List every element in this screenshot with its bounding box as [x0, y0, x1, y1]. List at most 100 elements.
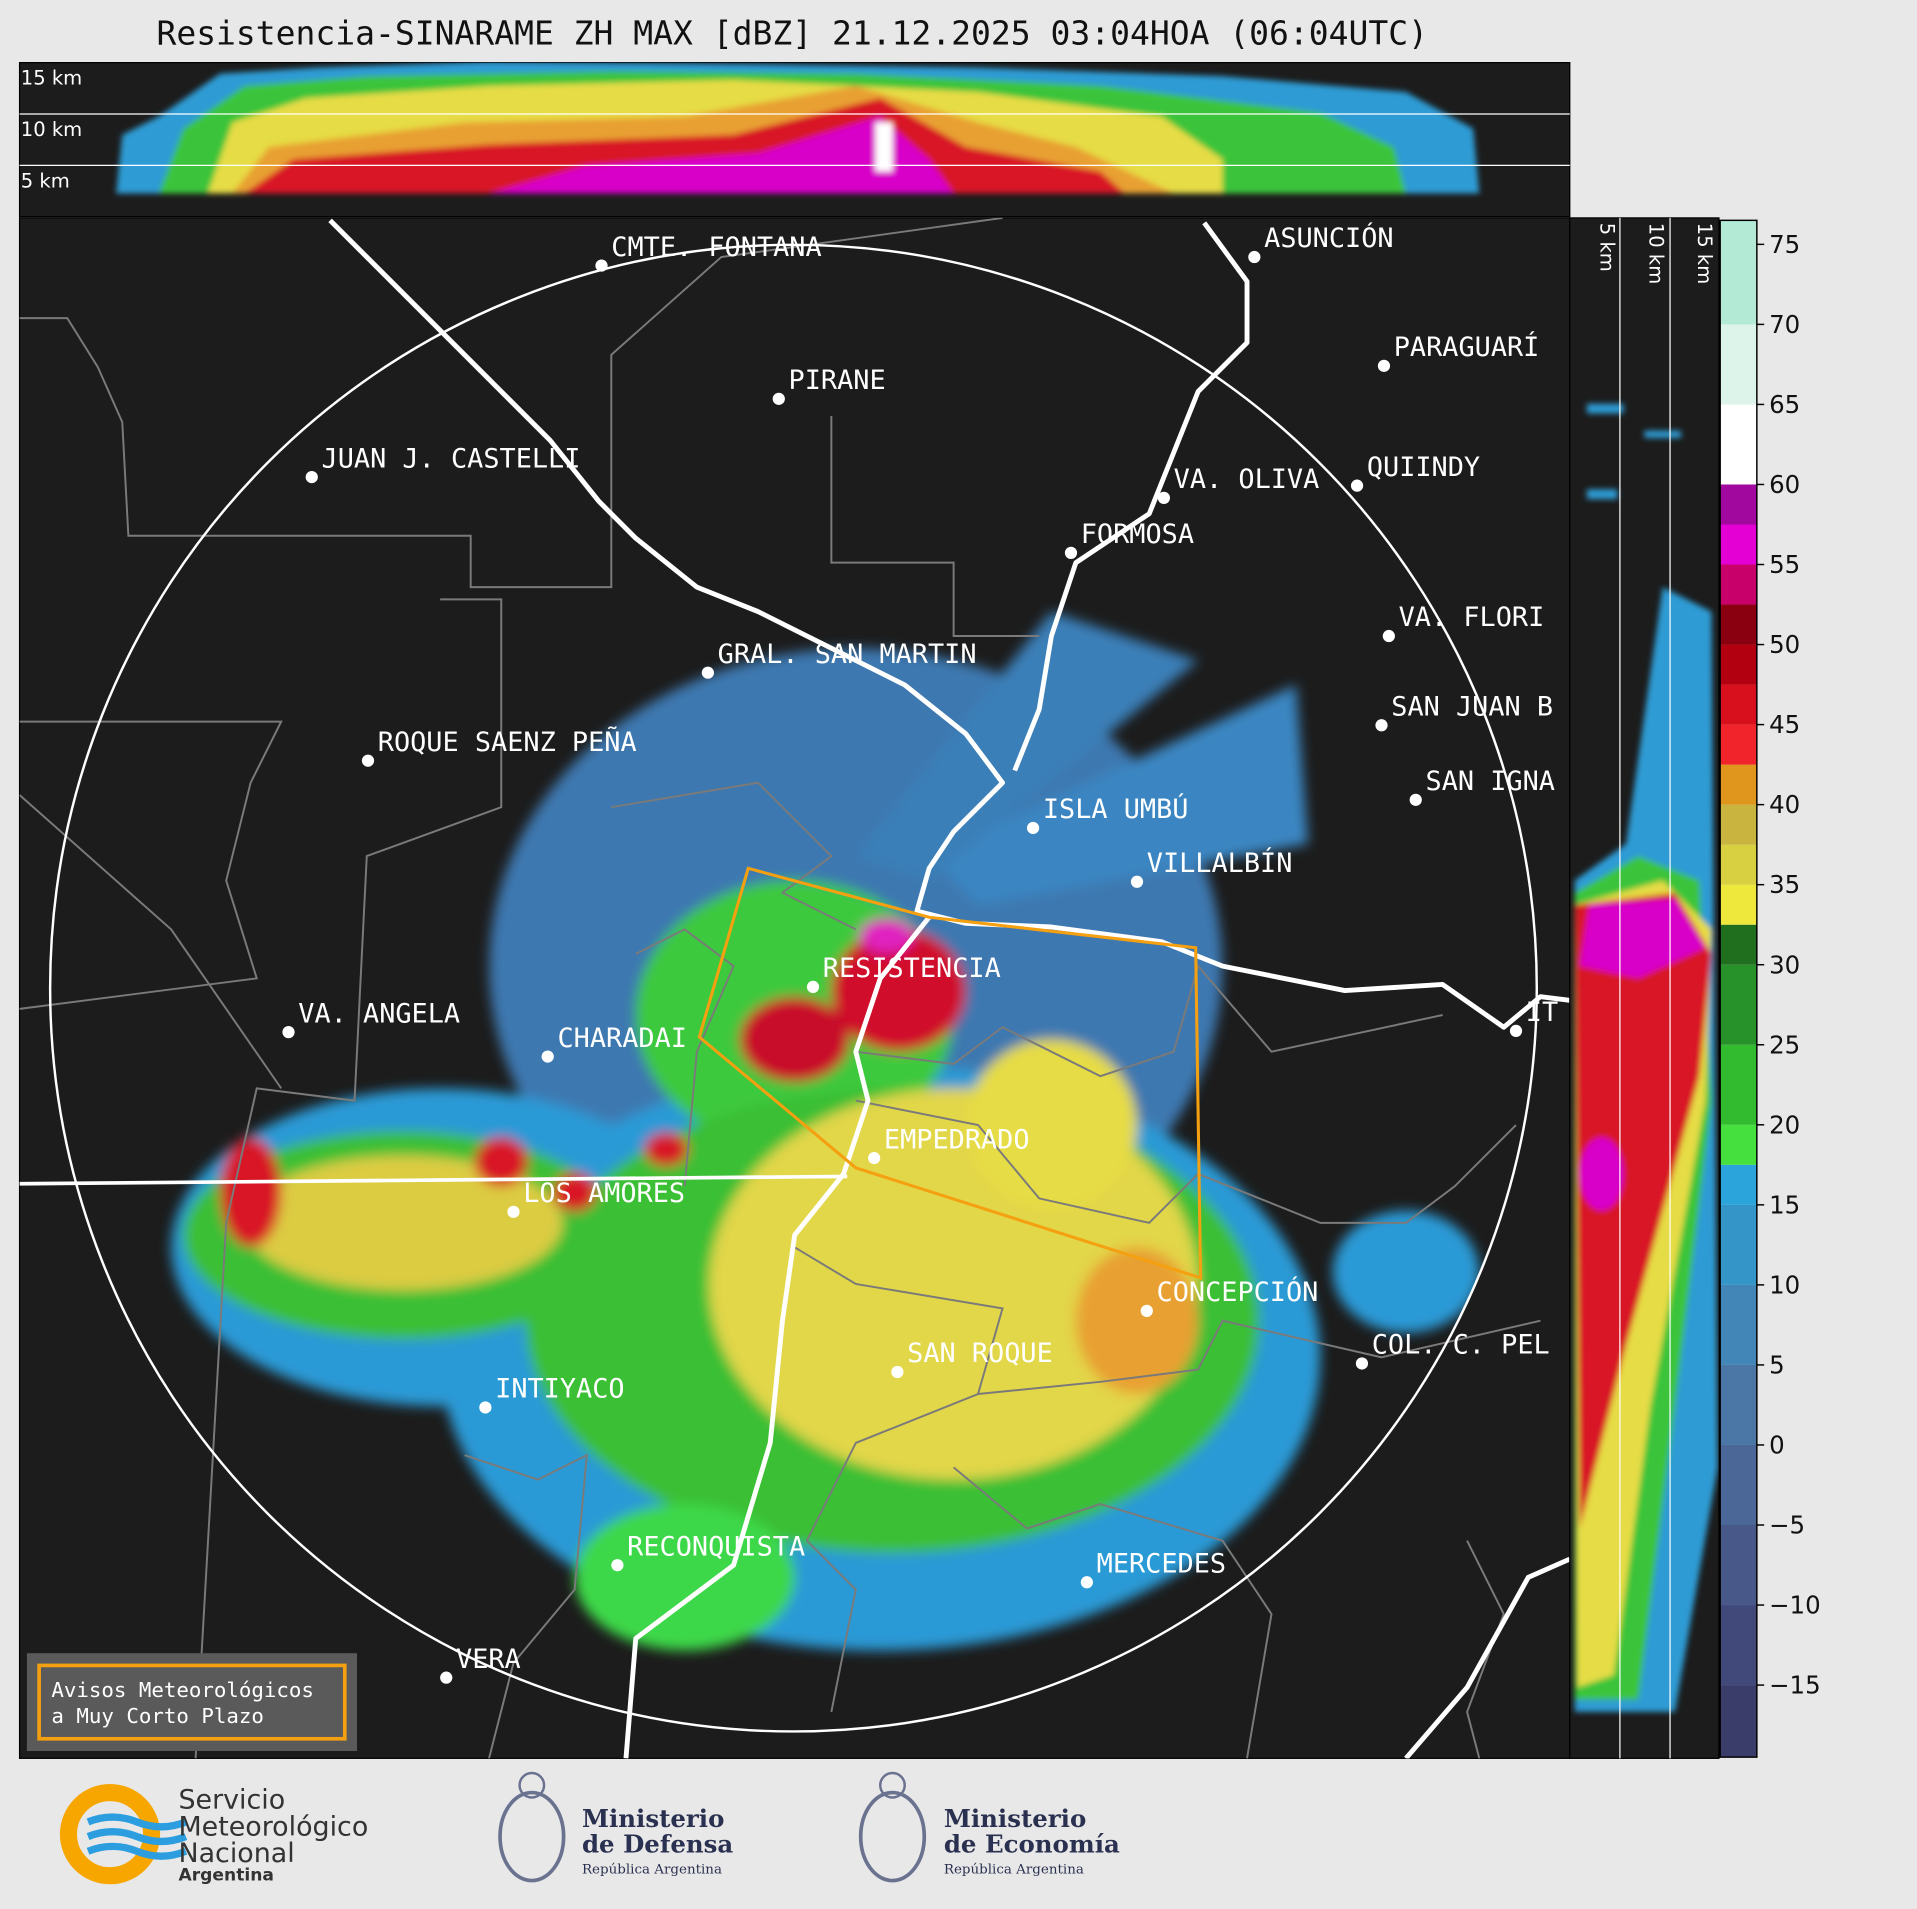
colorbar-frame [1719, 219, 1758, 1758]
place-dot [305, 470, 318, 484]
warning-polygon [697, 866, 1203, 1280]
place-label: CONCEPCIÓN [1157, 1276, 1319, 1308]
place-dot [440, 1671, 453, 1684]
place-label: VERA [456, 1644, 521, 1675]
notice-text: a Muy Corto Plazo [51, 1704, 264, 1728]
logo-text: Ministerio [582, 1804, 724, 1833]
range-ring [48, 243, 1539, 1733]
place-dot [1350, 479, 1364, 492]
emblem-sun [879, 1771, 906, 1799]
colorbar-band [1720, 1124, 1757, 1165]
height-label: 15 km [21, 67, 82, 90]
place-label: QUIINDY [1367, 452, 1480, 483]
logo-text: Servicio [178, 1784, 285, 1815]
notice-frame [37, 1663, 347, 1741]
colorbar-band [1720, 1364, 1757, 1445]
colorbar-band [1720, 1605, 1757, 1686]
defensa-logo: Ministerio de Defensa República Argentin… [498, 1771, 733, 1883]
place-label: CHARADAI [557, 1023, 686, 1054]
place-label: ROQUE SAENZ PEÑA [378, 726, 637, 758]
logo-text: de Economía [944, 1829, 1120, 1858]
logo-text: República Argentina [582, 1862, 722, 1877]
place-dot [479, 1401, 492, 1414]
place-label: RECONQUISTA [627, 1531, 805, 1562]
top-echo [116, 62, 1480, 194]
place-label: SAN ROQUE [907, 1338, 1053, 1369]
colorbar-tick-label: 60 [1769, 470, 1800, 499]
places: CMTE. FONTANA PIRANE JUAN J. CASTELLI ASUNC… [282, 222, 1558, 1684]
place-dot [1355, 1357, 1369, 1370]
place-label: MERCEDES [1097, 1549, 1226, 1580]
logo-text: República Argentina [944, 1862, 1084, 1877]
emblem [858, 1790, 927, 1883]
logo-text: Meteorológico [178, 1811, 368, 1842]
map-layer: CMTE. FONTANA PIRANE JUAN J. CASTELLI ASUNC… [19, 217, 1570, 1759]
place-label: LOS AMORES [523, 1178, 685, 1209]
place-label: VA. FLORI [1399, 602, 1545, 633]
smn-waves [86, 1813, 188, 1860]
place-label: INTIYACO [495, 1374, 624, 1405]
place-label: CMTE. FONTANA [611, 232, 821, 263]
place-dot [701, 666, 714, 679]
place-label: VA. ANGELA [298, 998, 460, 1029]
place-dot [891, 1365, 904, 1379]
colorbar-tick-label: 65 [1769, 390, 1800, 419]
economia-logo: Ministerio de Economía República Argenti… [858, 1771, 1120, 1883]
place-dot [361, 754, 375, 767]
colorbar-tick-label: 55 [1769, 550, 1800, 579]
colorbar-band [1720, 804, 1757, 845]
place-dot [595, 259, 608, 272]
colorbar-band [1720, 684, 1757, 725]
radar-echo [171, 611, 1480, 1651]
place-label: COL. C. PEL [1372, 1330, 1550, 1361]
height-label: 5 km [1595, 223, 1618, 272]
place-dot [1026, 821, 1040, 835]
colorbar-tick-label: 0 [1769, 1431, 1785, 1460]
colorbar-tick-label: 5 [1769, 1350, 1785, 1379]
colorbar-band [1720, 220, 1757, 325]
height-label: 10 km [1644, 223, 1667, 284]
colorbar-band [1720, 844, 1757, 885]
place-dot [772, 392, 785, 405]
colorbar-tick-label: 25 [1769, 1030, 1800, 1059]
colorbar-band [1720, 924, 1757, 965]
colorbar-band [1720, 724, 1757, 765]
colorbar-band [1720, 484, 1757, 525]
place-dot [282, 1026, 295, 1039]
place-dot [1064, 546, 1078, 559]
logo-text: Ministerio [944, 1804, 1086, 1833]
height-label: 15 km [1693, 223, 1716, 284]
place-dot [1080, 1576, 1093, 1589]
place-dot [1377, 359, 1391, 372]
place-label: SAN IGNA [1426, 766, 1555, 797]
colorbar-band [1720, 1164, 1757, 1205]
place-dot [1382, 629, 1395, 643]
place-dot [1509, 1024, 1523, 1038]
colorbar-band [1720, 764, 1757, 805]
logo-text: de Defensa [582, 1829, 733, 1858]
place-label: FORMOSA [1081, 519, 1194, 550]
place-dot [507, 1205, 520, 1218]
rivers [19, 218, 1570, 1759]
place-label: GRAL. SAN MARTIN [718, 639, 977, 670]
colorbar-tick-label: 40 [1769, 790, 1800, 819]
place-dot [806, 980, 820, 994]
notice-box [26, 1653, 357, 1752]
colorbar-band [1720, 884, 1757, 925]
place-label: PIRANE [789, 365, 886, 396]
place-label: IT [1526, 997, 1558, 1028]
colorbar-band [1720, 1284, 1757, 1365]
place-dot [868, 1151, 881, 1165]
colorbar-band [1720, 644, 1757, 685]
colorbar-band [1720, 1044, 1757, 1125]
place-dot [1140, 1304, 1153, 1317]
logo-text: Nacional [178, 1838, 294, 1869]
colorbar-tick-label: 70 [1769, 310, 1800, 339]
height-label: 10 km [21, 118, 82, 141]
place-label: PARAGUARÍ [1394, 331, 1540, 363]
colorbar-band [1720, 324, 1757, 405]
place-label: VA. OLIVA [1174, 464, 1320, 495]
place-dot [1130, 875, 1144, 888]
place-label: SAN JUAN B [1391, 691, 1553, 722]
